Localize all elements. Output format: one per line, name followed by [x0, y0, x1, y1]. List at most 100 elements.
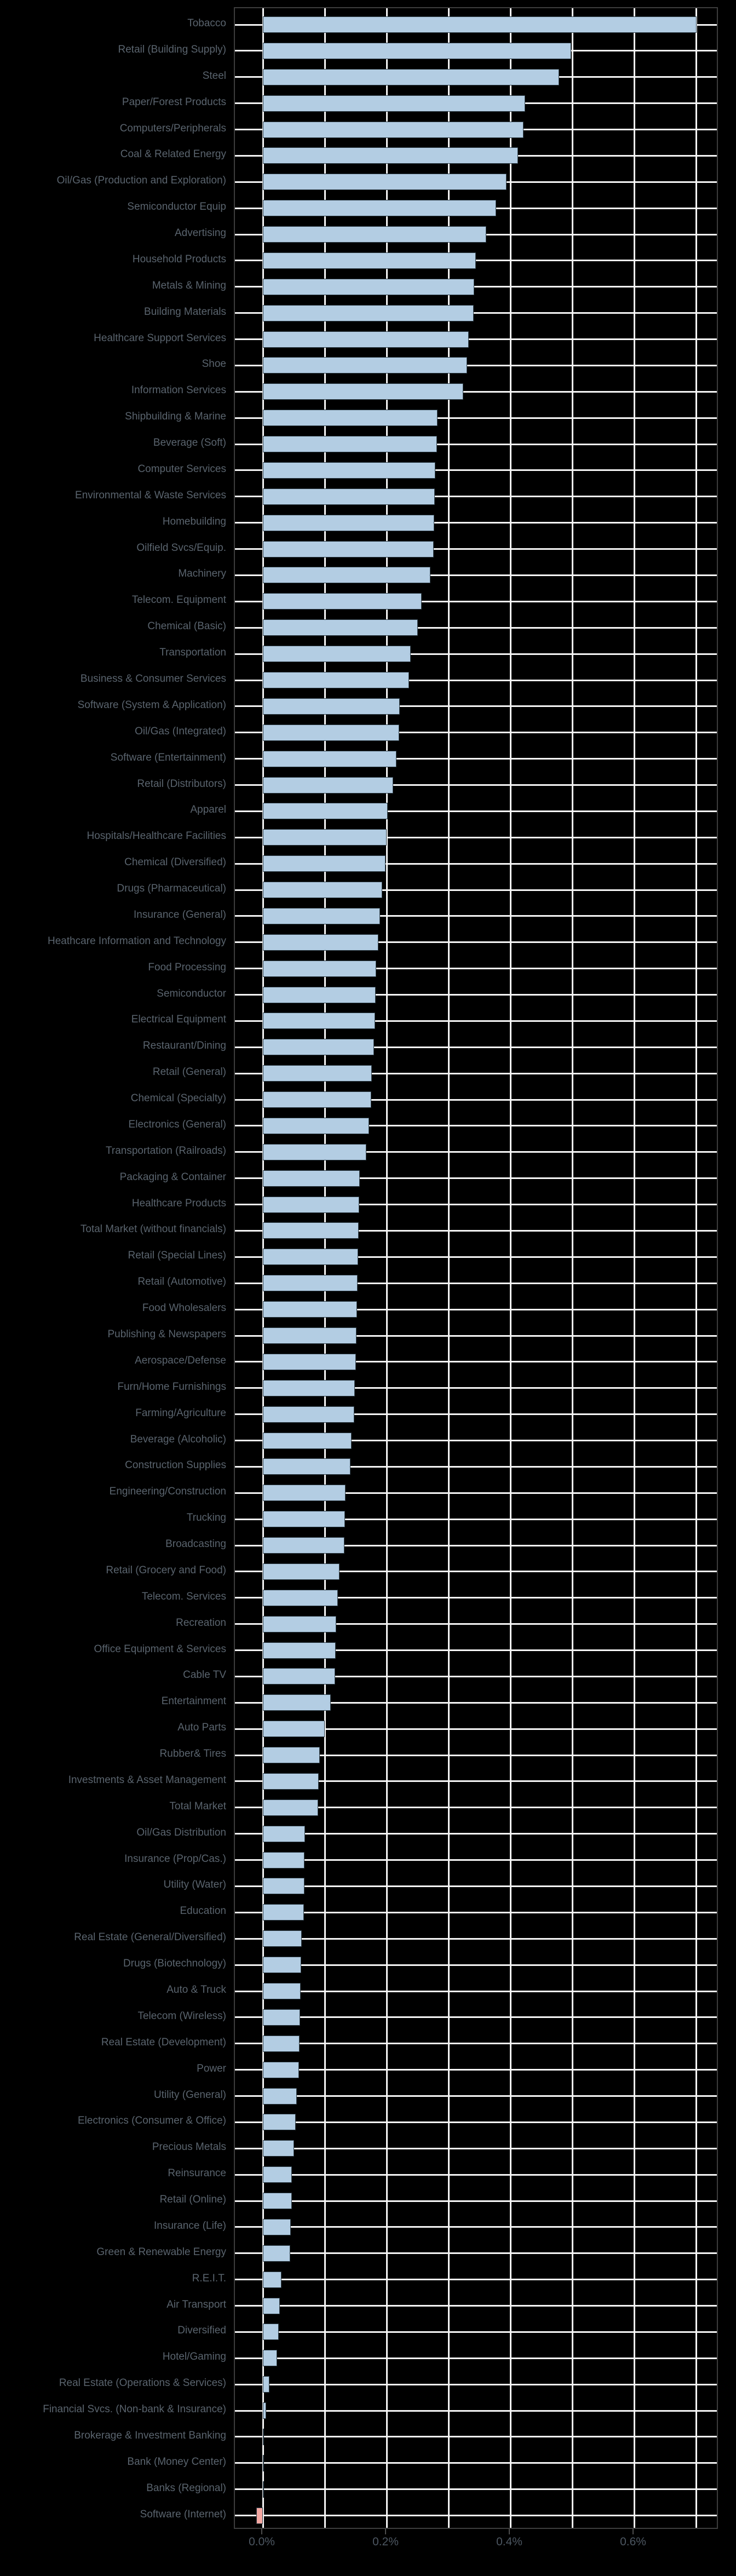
bar: [263, 2035, 300, 2052]
category-label: Steel: [202, 70, 226, 82]
gridline-row: [235, 2174, 717, 2176]
bar: [263, 2271, 281, 2288]
category-label: Construction Supplies: [125, 1459, 226, 1471]
bar: [263, 514, 434, 531]
gridline-row: [235, 1256, 717, 1258]
bar: [263, 1773, 319, 1790]
category-label: Homebuilding: [162, 515, 226, 527]
bar: [263, 2218, 291, 2235]
category-label: Bank (Money Center): [127, 2456, 226, 2468]
gridline-row: [235, 941, 717, 944]
gridline-row: [235, 312, 717, 314]
category-label: Transportation: [159, 647, 226, 659]
bar: [263, 540, 434, 557]
category-label: Retail (Distributors): [137, 778, 226, 790]
bar: [263, 907, 380, 924]
gridline-row: [235, 2095, 717, 2097]
category-label: Environmental & Waste Services: [75, 489, 226, 501]
bar: [263, 1065, 372, 1082]
category-label: Telecom. Services: [141, 1590, 226, 1602]
gridline-row: [235, 994, 717, 996]
category-label: Utility (Water): [163, 1879, 226, 1891]
category-label: Packaging & Container: [119, 1171, 226, 1183]
category-label: Entertainment: [161, 1695, 226, 1707]
category-label: Financial Svcs. (Non-bank & Insurance): [43, 2404, 226, 2416]
x-tick-label: 0.6%: [620, 2535, 646, 2548]
gridline-vertical: [262, 8, 264, 2528]
category-label: Beverage (Soft): [153, 437, 226, 449]
gridline-row: [235, 1204, 717, 1206]
bar: [263, 462, 436, 479]
gridline-row: [235, 889, 717, 891]
category-label: Power: [197, 2062, 226, 2074]
category-label: Advertising: [175, 227, 226, 239]
bar: [263, 1301, 357, 1318]
category-label: Electronics (Consumer & Office): [77, 2115, 226, 2127]
category-label: Reinsurance: [168, 2167, 226, 2180]
gridline-row: [235, 653, 717, 655]
bar: [263, 1747, 320, 1764]
bar: [263, 1957, 302, 1974]
bar: [263, 200, 496, 217]
bar: [263, 2324, 279, 2341]
bar: [263, 1432, 352, 1449]
gridline-row: [235, 2043, 717, 2045]
category-label: Oilfield Svcs/Equip.: [136, 542, 226, 554]
bar: [263, 619, 418, 636]
x-tick-label: 0.2%: [372, 2535, 399, 2548]
category-label: Coal & Related Energy: [120, 148, 226, 160]
gridline-row: [235, 2462, 717, 2464]
gridline-row: [235, 2069, 717, 2071]
gridline-row: [235, 390, 717, 393]
category-label: Building Materials: [144, 306, 226, 318]
bar: [263, 2009, 300, 2026]
bar: [263, 960, 376, 977]
gridline-row: [235, 1728, 717, 1730]
gridline-row: [235, 2383, 717, 2385]
gridline-row: [235, 1649, 717, 1652]
bar: [263, 1694, 331, 1711]
gridline-row: [235, 863, 717, 865]
bar: [263, 1196, 360, 1213]
gridline-row: [235, 338, 717, 341]
bar: [263, 95, 526, 112]
gridline-row: [235, 1990, 717, 1992]
gridline-row: [235, 1754, 717, 1756]
gridline-row: [235, 286, 717, 288]
bar: [263, 1799, 318, 1816]
bar: [263, 174, 507, 191]
bar: [263, 331, 469, 348]
x-tick-label: 0.0%: [249, 2535, 275, 2548]
bar: [263, 882, 383, 899]
category-label: Software (Entertainment): [110, 751, 226, 763]
bar: [263, 2428, 264, 2445]
gridline-row: [235, 496, 717, 498]
bar: [263, 1039, 375, 1056]
bar: [263, 1563, 340, 1580]
bar: [263, 1589, 338, 1606]
category-label: Oil/Gas (Integrated): [135, 725, 226, 737]
gridline-row: [235, 1046, 717, 1048]
category-label: Hospitals/Healthcare Facilities: [87, 830, 227, 842]
gridline-row: [235, 2147, 717, 2149]
x-tick-mark: [261, 2529, 262, 2534]
gridline-row: [235, 1308, 717, 1310]
category-label: Brokerage & Investment Banking: [74, 2429, 226, 2441]
gridline-row: [235, 1177, 717, 1180]
gridline-row: [235, 548, 717, 550]
bar: [263, 1091, 371, 1108]
category-label: Hotel/Gaming: [162, 2351, 226, 2363]
bar: [263, 2376, 270, 2393]
gridline-vertical: [447, 8, 450, 2528]
bar: [263, 1511, 346, 1528]
category-label: Total Market: [169, 1800, 226, 1812]
category-label: Software (System & Application): [77, 699, 226, 711]
category-label: Healthcare Products: [131, 1197, 226, 1209]
gridline-row: [235, 732, 717, 734]
bar: [263, 567, 431, 584]
bar: [263, 304, 474, 321]
bar: [263, 1222, 359, 1239]
x-tick-mark: [633, 2529, 634, 2534]
bar: [263, 698, 400, 715]
